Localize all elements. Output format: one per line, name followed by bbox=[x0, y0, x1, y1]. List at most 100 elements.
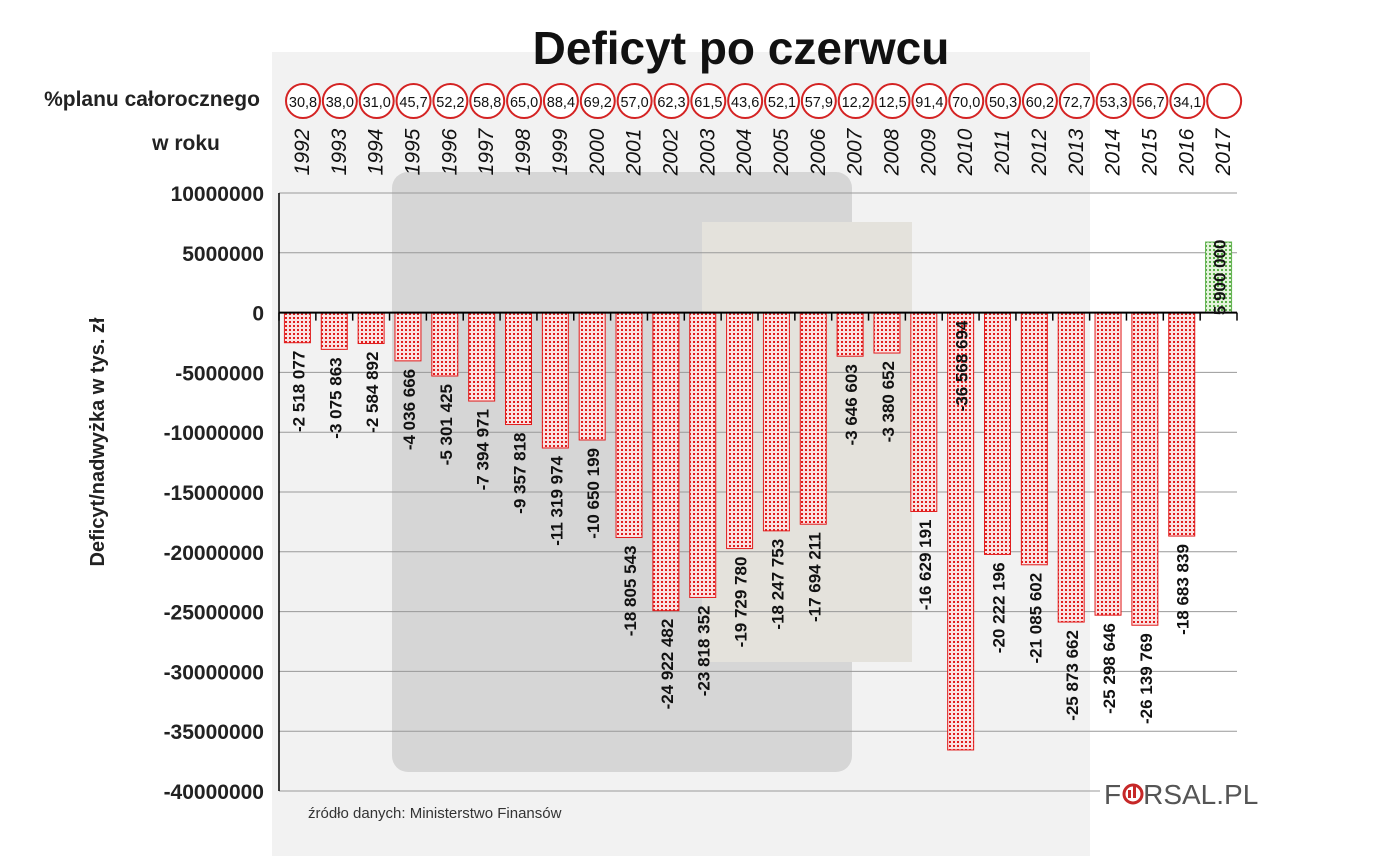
percent-value: 72,7 bbox=[1063, 95, 1091, 111]
y-tick-label: -5000000 bbox=[175, 362, 264, 385]
percent-circle bbox=[985, 83, 1022, 119]
value-label: -19 729 780 bbox=[732, 557, 751, 648]
bar-2009 bbox=[910, 312, 938, 512]
year-label: 2016 bbox=[1175, 128, 1198, 176]
percent-value: 91,4 bbox=[915, 95, 943, 111]
y-tick-label: 5000000 bbox=[182, 243, 264, 266]
y-tick-label: -20000000 bbox=[164, 542, 264, 565]
percent-circle bbox=[653, 83, 690, 119]
percent-value: 60,2 bbox=[1026, 95, 1054, 111]
value-label: -7 394 971 bbox=[474, 409, 493, 490]
percent-value: 53,3 bbox=[1099, 95, 1127, 111]
percent-circle bbox=[1095, 83, 1132, 119]
bar-1992 bbox=[283, 312, 311, 344]
year-label: 1993 bbox=[328, 128, 351, 175]
year-label: 2017 bbox=[1212, 127, 1235, 176]
bar-2012 bbox=[1020, 312, 1048, 566]
y-tick-label: 10000000 bbox=[171, 183, 264, 206]
year-label: 2003 bbox=[696, 128, 719, 176]
year-label: 2008 bbox=[881, 128, 904, 176]
value-label: -3 646 603 bbox=[842, 364, 861, 445]
percent-value: 88,4 bbox=[547, 95, 575, 111]
value-label: -5 301 425 bbox=[437, 384, 456, 465]
percent-circle bbox=[837, 83, 874, 119]
value-label: -24 922 482 bbox=[658, 619, 677, 710]
value-label: -17 694 211 bbox=[805, 532, 824, 622]
percent-circle bbox=[1021, 83, 1058, 119]
year-label: 2007 bbox=[844, 127, 867, 176]
bar-2004 bbox=[726, 312, 754, 550]
y-tick-label: -35000000 bbox=[164, 721, 264, 744]
year-label: 2013 bbox=[1065, 128, 1088, 176]
bar-2000 bbox=[578, 312, 606, 441]
value-label: -4 036 666 bbox=[400, 369, 419, 450]
value-label: -10 650 199 bbox=[584, 448, 603, 539]
value-label: -3 380 652 bbox=[879, 361, 898, 442]
forsal-logo: F RSAL.PL bbox=[1100, 770, 1258, 812]
y-tick-label: -40000000 bbox=[164, 781, 264, 804]
percent-circle bbox=[432, 83, 469, 119]
percent-value: 52,1 bbox=[768, 95, 796, 111]
bar-1998 bbox=[505, 312, 532, 426]
percent-value: 62,3 bbox=[657, 95, 685, 111]
year-label: 2011 bbox=[991, 129, 1014, 175]
bar-2014 bbox=[1094, 312, 1122, 616]
bar-2006 bbox=[799, 312, 827, 525]
year-label: 1992 bbox=[291, 128, 314, 175]
percent-circle bbox=[948, 83, 985, 119]
bar-1999 bbox=[541, 312, 569, 449]
bar-1997 bbox=[468, 312, 496, 402]
percent-value: 65,0 bbox=[510, 95, 538, 111]
percent-circle bbox=[579, 83, 616, 119]
percent-value: 50,3 bbox=[989, 95, 1017, 111]
percent-value: 12,2 bbox=[842, 95, 870, 111]
percent-value: 57,9 bbox=[805, 95, 833, 111]
bar-2013 bbox=[1057, 312, 1085, 623]
bar-2016 bbox=[1168, 312, 1196, 537]
year-label: 1997 bbox=[475, 127, 498, 175]
year-label: 2004 bbox=[733, 129, 756, 177]
percent-value: 56,7 bbox=[1136, 95, 1164, 111]
bar-2002 bbox=[652, 312, 680, 612]
year-label: 2006 bbox=[807, 128, 830, 176]
logo-text-rest: RSAL.PL bbox=[1143, 779, 1258, 810]
value-label: -18 683 839 bbox=[1174, 544, 1193, 635]
value-label: -25 873 662 bbox=[1063, 630, 1082, 721]
percent-value: 12,5 bbox=[878, 95, 906, 111]
percent-circle bbox=[469, 83, 506, 119]
percent-value: 31,0 bbox=[363, 95, 391, 111]
year-label: 2010 bbox=[954, 128, 977, 176]
bar-2001 bbox=[615, 312, 643, 539]
percent-circle bbox=[874, 83, 911, 119]
year-label: 2000 bbox=[586, 128, 609, 176]
percent-circle bbox=[1206, 83, 1243, 119]
value-label: 5 900 000 bbox=[1211, 239, 1230, 315]
percent-circle bbox=[690, 83, 727, 119]
percent-value: 70,0 bbox=[952, 95, 980, 111]
value-label: -11 319 974 bbox=[547, 455, 566, 545]
percent-value: 52,2 bbox=[436, 95, 464, 111]
year-label: 1995 bbox=[402, 128, 425, 175]
value-label: -18 805 543 bbox=[621, 546, 640, 637]
year-label: 2015 bbox=[1138, 128, 1161, 176]
y-tick-label: -15000000 bbox=[164, 482, 264, 505]
percent-circle bbox=[1169, 83, 1206, 119]
percent-value: 57,0 bbox=[620, 95, 648, 111]
bar-2008 bbox=[873, 312, 901, 354]
percent-circle bbox=[764, 83, 800, 119]
value-label: -26 139 769 bbox=[1137, 633, 1156, 724]
percent-value: 34,1 bbox=[1173, 95, 1201, 111]
bar-2007 bbox=[836, 312, 864, 357]
y-axis-label: Deficyt/nadwyżka w tys. zł bbox=[87, 317, 109, 566]
year-label: 2012 bbox=[1028, 128, 1051, 176]
percent-circle bbox=[358, 83, 395, 119]
percent-circle bbox=[800, 83, 837, 119]
logo-text-f: F bbox=[1104, 779, 1121, 810]
percent-value: 69,2 bbox=[584, 95, 612, 111]
percent-row-label: %planu całorocznego bbox=[44, 88, 260, 111]
percent-circle bbox=[616, 83, 653, 119]
bar-1994 bbox=[357, 312, 385, 345]
year-row-label: w roku bbox=[151, 132, 220, 155]
